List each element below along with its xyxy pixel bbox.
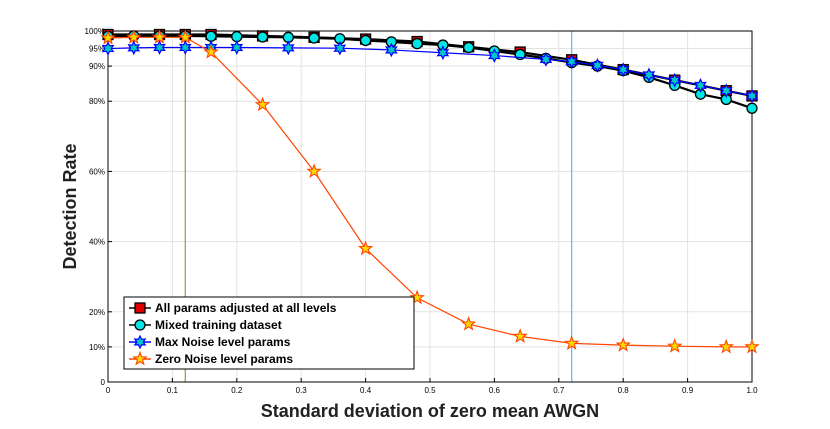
x-tick-label: 0.2 xyxy=(231,386,243,395)
data-point xyxy=(127,40,141,56)
data-point xyxy=(488,48,501,63)
data-point xyxy=(306,163,322,178)
series-line xyxy=(107,36,752,348)
data-point xyxy=(462,41,475,54)
data-point xyxy=(178,40,192,55)
data-point xyxy=(615,337,631,352)
data-point xyxy=(151,29,168,44)
x-tick-label: 0.3 xyxy=(296,386,308,395)
data-point xyxy=(153,40,166,55)
data-point xyxy=(719,83,733,99)
data-point xyxy=(409,289,425,305)
legend: All params adjusted at all levels Mixed t… xyxy=(123,296,415,370)
x-tick-label: 0.9 xyxy=(682,386,694,395)
data-point xyxy=(512,328,528,343)
data-point xyxy=(745,88,759,104)
y-tick-label: 80% xyxy=(89,97,105,106)
x-tick-label: 0.6 xyxy=(489,386,501,395)
legend-marker xyxy=(132,350,148,366)
data-point xyxy=(256,31,269,43)
y-tick-label: 90% xyxy=(89,62,105,71)
axis-ticks: 0 0.1 0.2 0.3 0.4 0.5 0.6 0.7 0.8 0.9 1.0 0 10% 20% 40… xyxy=(85,27,759,395)
legend-box xyxy=(123,296,415,370)
data-point xyxy=(563,335,580,350)
data-point xyxy=(308,32,320,44)
data-point xyxy=(616,62,630,77)
y-tick-label: 0 xyxy=(101,378,106,387)
data-point xyxy=(231,30,243,43)
legend-label: Zero Noise level params xyxy=(155,352,293,366)
data-point xyxy=(359,34,372,47)
data-point xyxy=(333,40,347,56)
data-point xyxy=(205,30,217,42)
legend-marker xyxy=(134,319,146,331)
data-point xyxy=(436,45,450,61)
x-tick-label: 0.7 xyxy=(553,386,565,395)
legend-label: Max Noise level params xyxy=(155,335,291,349)
x-tick-label: 0.8 xyxy=(618,386,630,395)
series-4 xyxy=(100,29,760,354)
y-tick-label: 10% xyxy=(89,343,105,352)
legend-item: Max Noise level params xyxy=(129,334,291,350)
data-point xyxy=(667,338,683,353)
data-point xyxy=(411,37,423,50)
y-tick-label: 20% xyxy=(89,308,105,317)
legend-marker xyxy=(134,302,146,314)
data-point xyxy=(746,102,758,114)
x-tick-label: 0.1 xyxy=(167,386,179,395)
data-point xyxy=(230,40,244,55)
data-point xyxy=(203,43,219,59)
data-point xyxy=(565,54,579,69)
data-point xyxy=(591,58,604,73)
data-point xyxy=(357,240,374,256)
data-point xyxy=(177,29,193,44)
legend-item: Zero Noise level params xyxy=(129,350,293,366)
legend-label: All params adjusted at all levels xyxy=(155,301,337,315)
series-layer xyxy=(100,28,760,354)
legend-items: All params adjusted at all levels Mixed t… xyxy=(129,301,337,366)
x-tick-label: 0 xyxy=(106,386,111,395)
y-tick-label: 95% xyxy=(89,45,105,54)
x-axis-title: Standard deviation of zero mean AWGN xyxy=(261,401,599,421)
data-point xyxy=(718,338,734,354)
series-3 xyxy=(101,40,759,104)
x-tick-label: 0.4 xyxy=(360,386,372,395)
legend-marker xyxy=(133,334,147,350)
y-tick-label: 40% xyxy=(89,238,105,247)
data-point xyxy=(460,315,477,331)
legend-item: All params adjusted at all levels xyxy=(129,301,337,315)
legend-item: Mixed training dataset xyxy=(129,318,282,332)
data-point xyxy=(281,40,295,56)
data-point xyxy=(126,29,142,44)
data-point xyxy=(384,42,398,58)
data-point xyxy=(100,29,116,45)
data-point xyxy=(642,67,656,83)
x-tick-label: 1.0 xyxy=(746,386,758,395)
legend-label: Mixed training dataset xyxy=(155,318,282,332)
data-point xyxy=(101,41,115,56)
y-tick-label: 100% xyxy=(85,27,105,36)
data-point xyxy=(744,338,760,354)
data-point xyxy=(539,52,553,67)
data-point xyxy=(694,78,707,93)
data-point xyxy=(668,72,682,88)
y-axis-title: Detection Rate xyxy=(60,143,80,269)
x-tick-label: 0.5 xyxy=(424,386,436,395)
y-tick-label: 60% xyxy=(89,167,105,176)
data-point xyxy=(254,96,271,112)
